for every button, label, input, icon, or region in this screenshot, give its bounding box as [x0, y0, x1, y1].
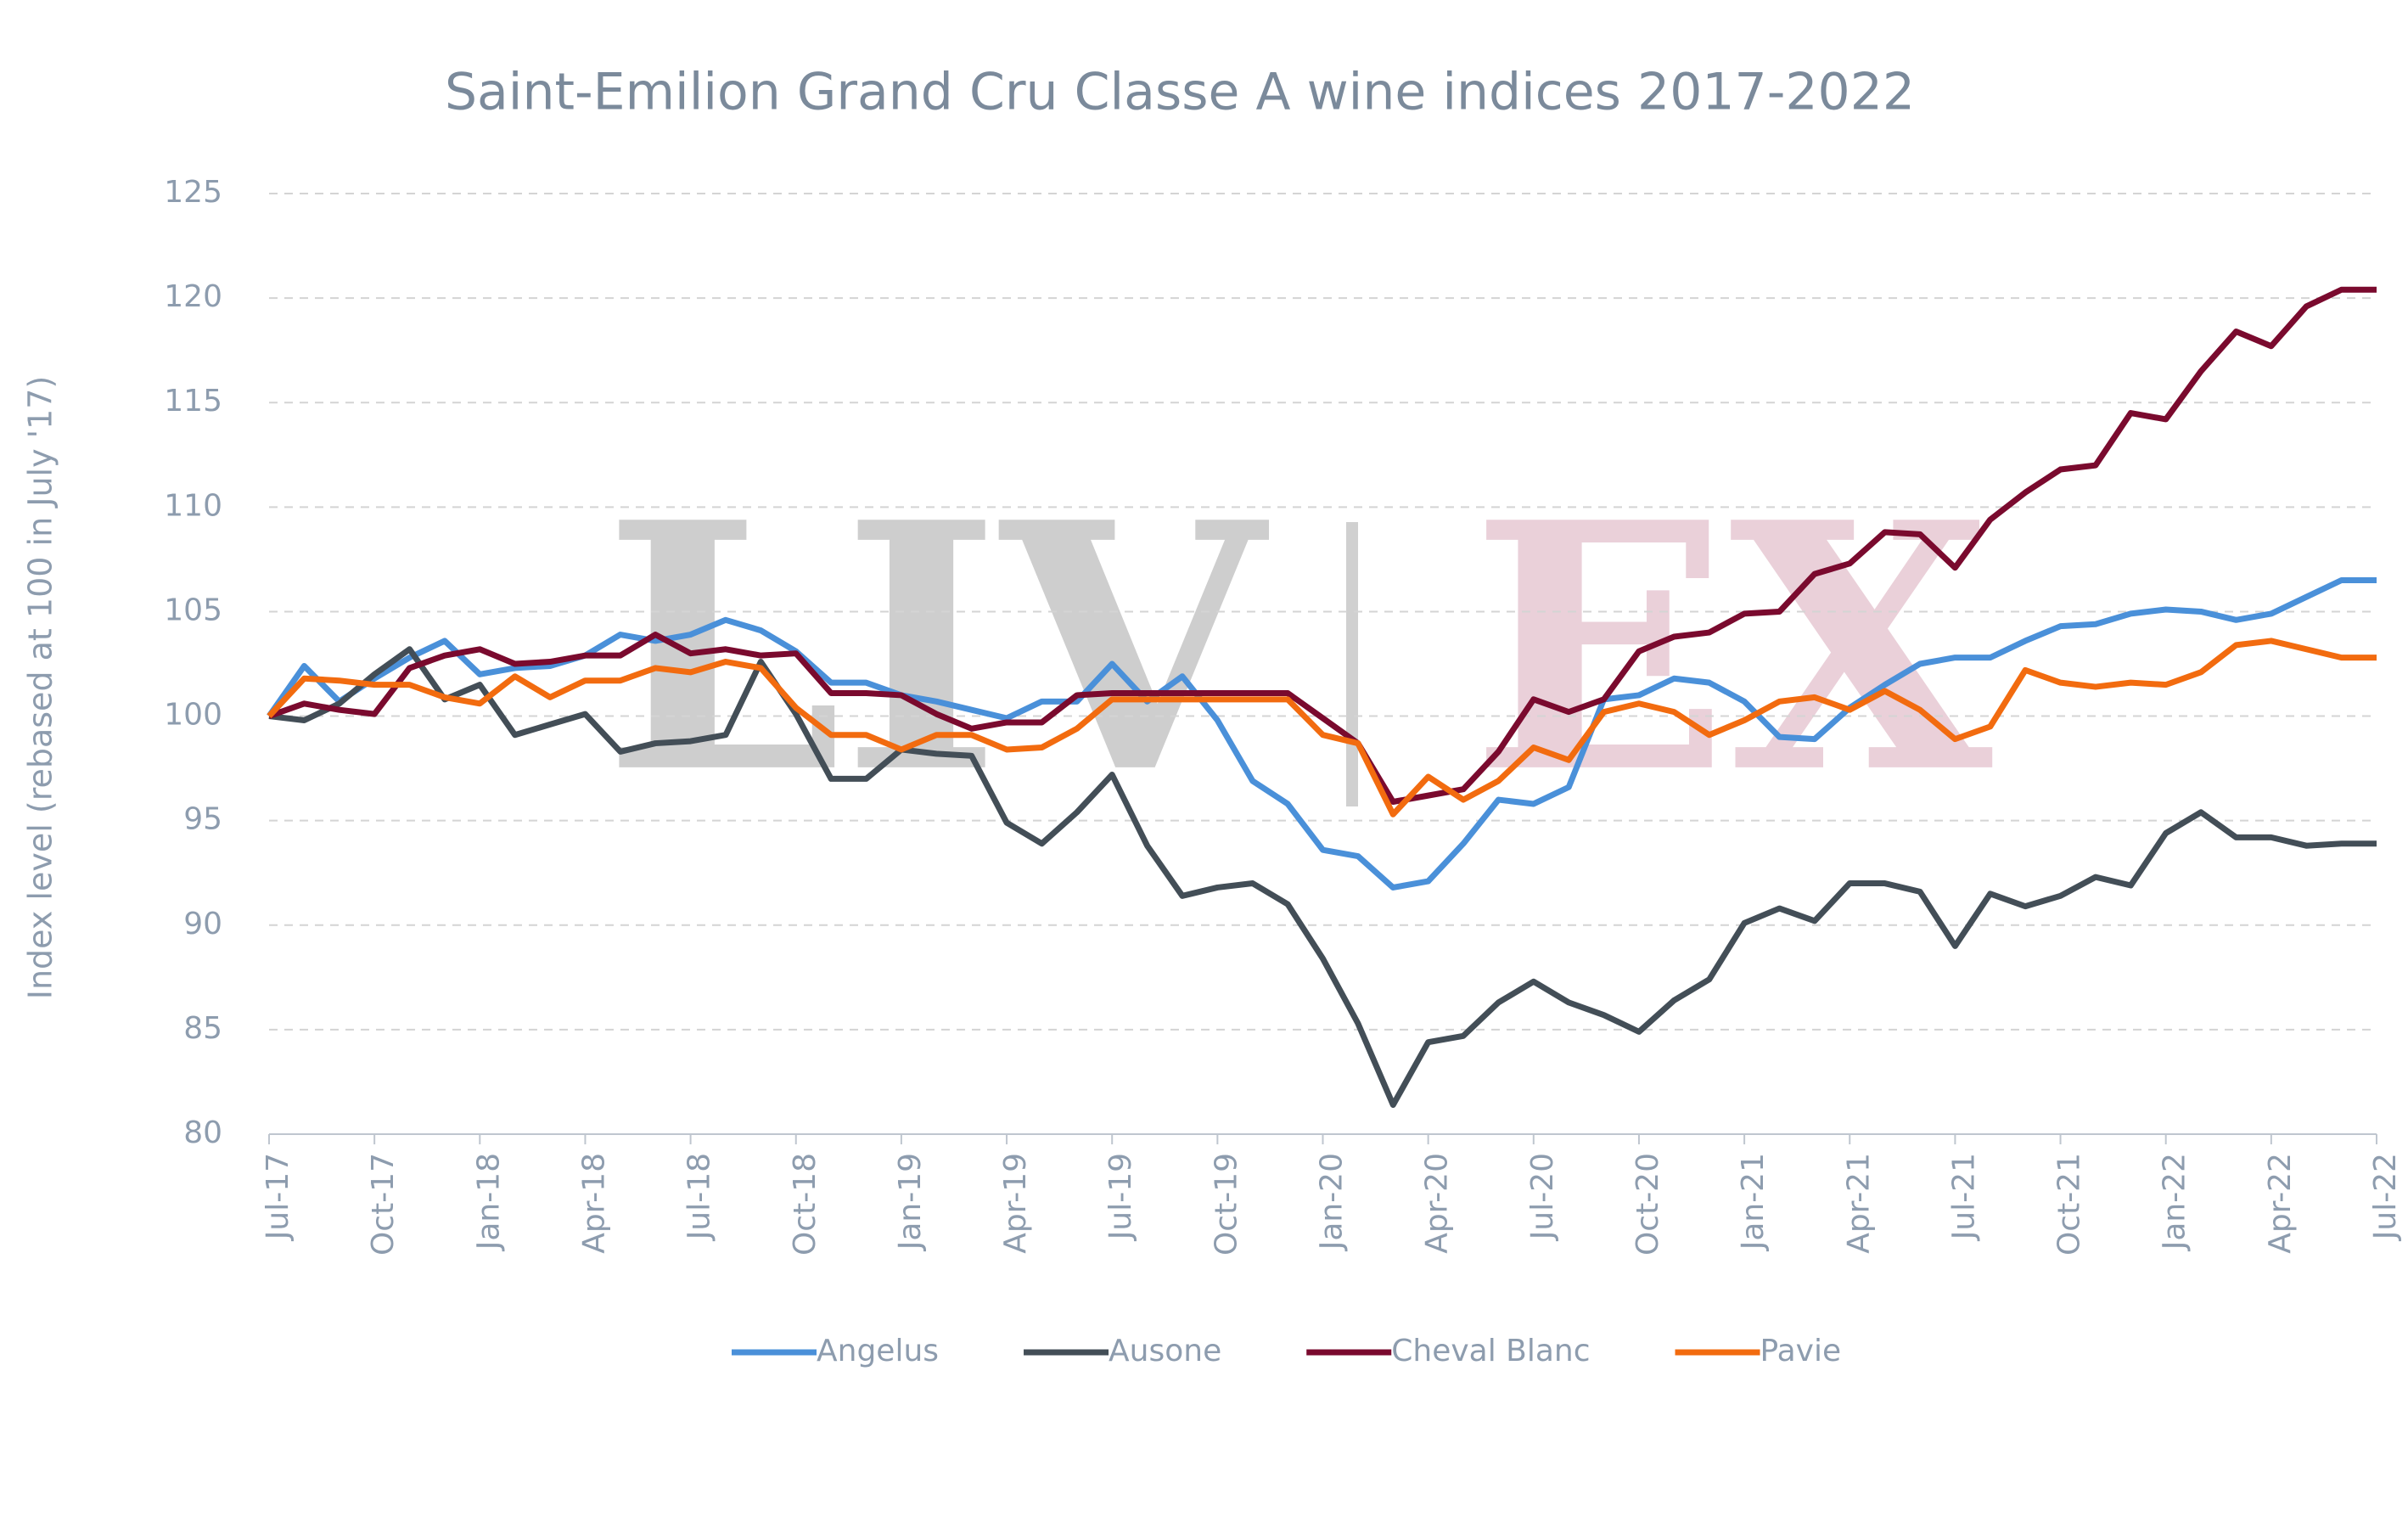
- x-tick-label: Apr-19: [998, 1153, 1033, 1254]
- y-tick-label: 110: [164, 488, 222, 523]
- x-tick-label: Jul-22: [2368, 1153, 2403, 1241]
- x-tick-label: Apr-20: [1420, 1153, 1455, 1254]
- x-tick-label: Apr-18: [576, 1153, 611, 1254]
- x-tick-label: Jul-19: [1103, 1153, 1138, 1241]
- y-tick-label: 80: [183, 1115, 222, 1150]
- legend-label: Pavie: [1760, 1334, 1842, 1368]
- legend-label: Angelus: [817, 1334, 939, 1368]
- watermark: EX: [1470, 449, 1994, 848]
- x-tick-label: Jan-22: [2158, 1153, 2192, 1251]
- y-tick-label: 90: [183, 907, 222, 941]
- x-tick-label: Jul-21: [1946, 1153, 1981, 1241]
- y-tick-label: 115: [164, 384, 222, 419]
- x-tick-label: Oct-21: [2052, 1153, 2087, 1256]
- series-line: [268, 646, 2377, 1109]
- x-tick-label: Jan-21: [1736, 1153, 1771, 1251]
- x-tick-label: Jul-18: [682, 1153, 717, 1241]
- chart-title: Saint-Emilion Grand Cru Classe A wine in…: [445, 63, 1915, 122]
- legend-label: Cheval Blanc: [1391, 1334, 1590, 1368]
- x-tick-label: Jan-20: [1315, 1153, 1350, 1251]
- x-tick-label: Oct-18: [788, 1153, 822, 1256]
- watermark: LIV: [603, 449, 1271, 848]
- series-line: [267, 577, 2377, 891]
- legend-label: Ausone: [1109, 1334, 1221, 1368]
- x-tick-label: Jul-17: [261, 1153, 295, 1241]
- x-tick-label: Jul-20: [1525, 1153, 1560, 1241]
- x-tick-label: Jan-19: [893, 1153, 928, 1251]
- y-axis-label: Index level (rebased at 100 in July '17): [22, 376, 59, 1000]
- x-tick-label: Jan-18: [471, 1153, 506, 1251]
- x-tick-label: Oct-19: [1209, 1153, 1243, 1256]
- x-tick-label: Apr-21: [1841, 1153, 1876, 1254]
- x-tick-label: Oct-17: [366, 1153, 401, 1256]
- y-tick-label: 105: [164, 593, 222, 627]
- x-tick-label: Oct-20: [1631, 1153, 1665, 1256]
- y-tick-label: 120: [164, 279, 222, 314]
- series-line: [267, 286, 2377, 806]
- x-tick-label: Apr-22: [2263, 1153, 2298, 1254]
- y-tick-label: 95: [183, 802, 222, 837]
- y-tick-label: 100: [164, 698, 222, 733]
- y-tick-label: 125: [164, 175, 222, 210]
- series-line: [267, 638, 2377, 818]
- y-tick-label: 85: [183, 1011, 222, 1046]
